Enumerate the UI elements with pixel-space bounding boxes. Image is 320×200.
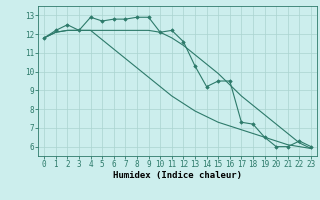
X-axis label: Humidex (Indice chaleur): Humidex (Indice chaleur) xyxy=(113,171,242,180)
